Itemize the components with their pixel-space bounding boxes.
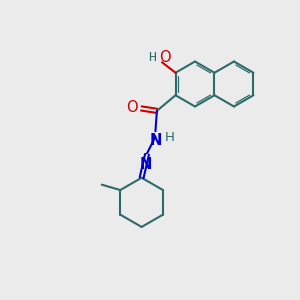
Text: O: O [159, 50, 171, 65]
Text: N: N [139, 157, 152, 172]
Text: H: H [148, 51, 156, 64]
Text: H: H [165, 131, 175, 144]
Text: O: O [126, 100, 138, 116]
Text: N: N [149, 133, 162, 148]
